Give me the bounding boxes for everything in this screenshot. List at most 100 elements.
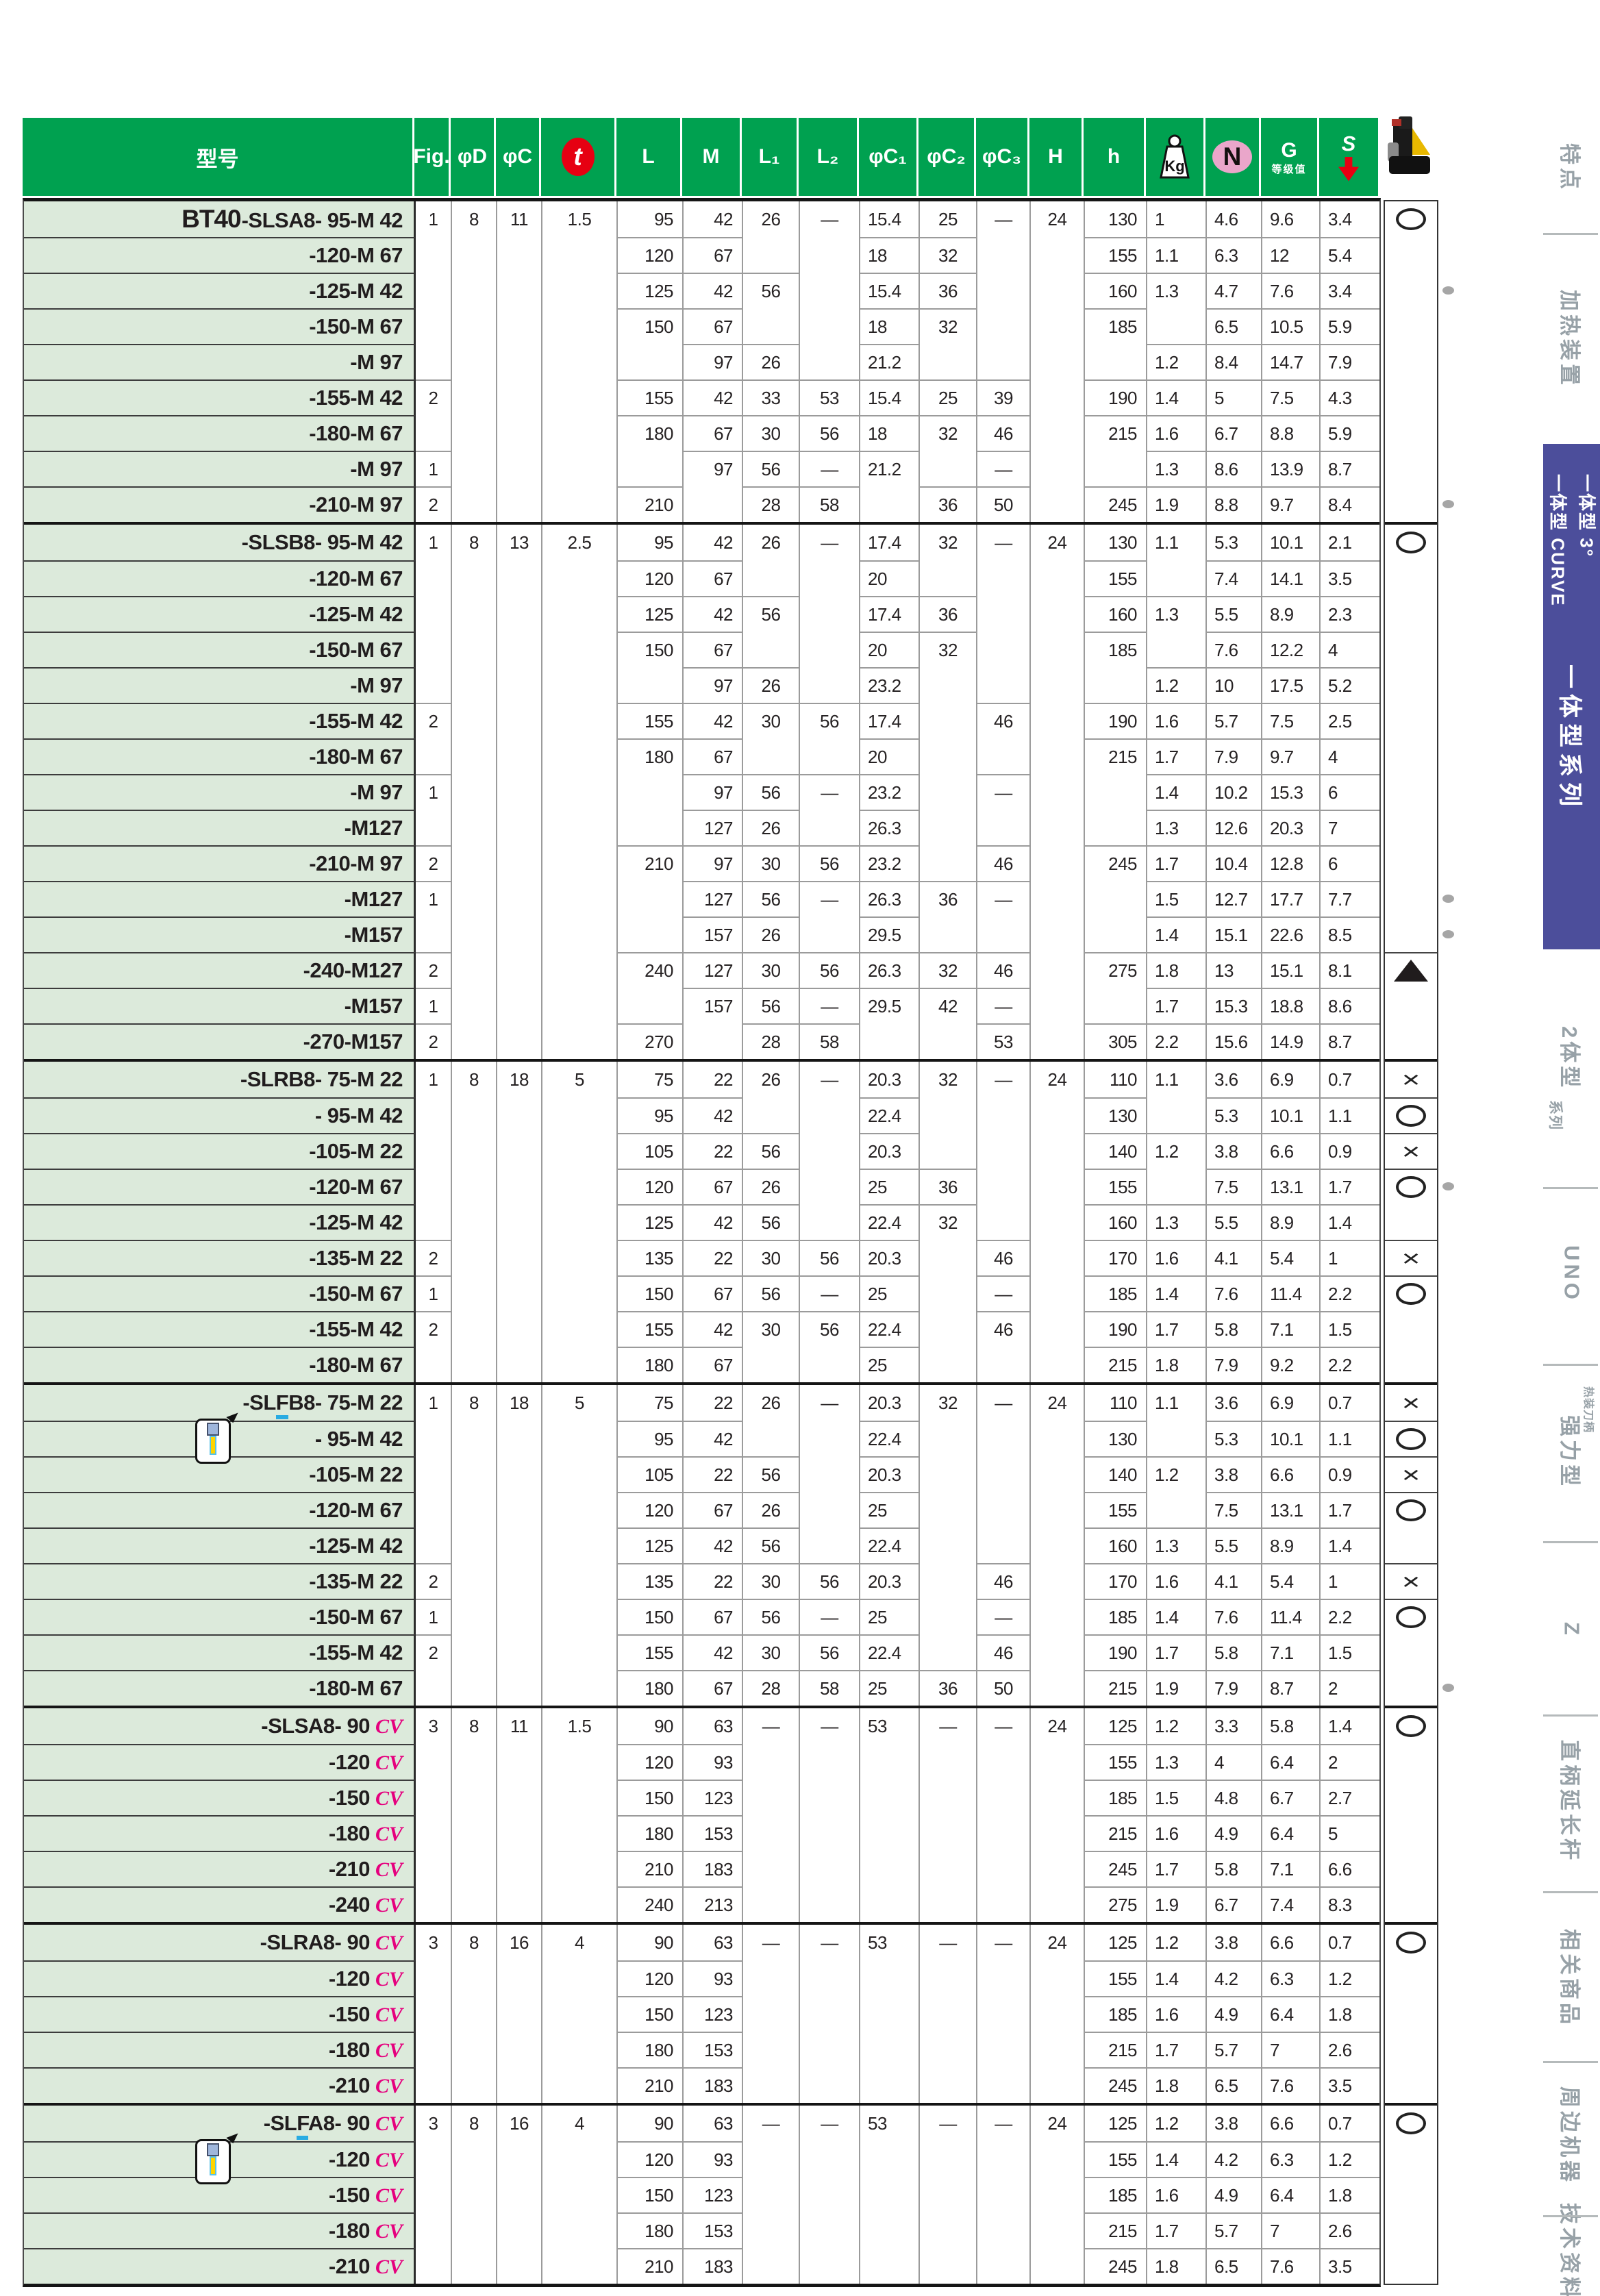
cell-C2 [920, 1023, 977, 1059]
sidebar-tab-1[interactable]: 加热装置 [1558, 290, 1582, 388]
cell-h [1085, 451, 1147, 486]
cell-h: 130 [1085, 201, 1147, 237]
cell-kg: 1 [1147, 201, 1207, 237]
cross-symbol: × [1401, 1066, 1421, 1093]
cell-N: 10.4 [1207, 845, 1262, 881]
margin-dot-icon [1442, 1684, 1454, 1692]
table-row: -105-M 22 105 22 56 20.3 140 1.2 3.8 6.6 0.9 [24, 1456, 1379, 1492]
symbol-cell [1385, 1311, 1437, 1347]
cell-N: 12.7 [1207, 881, 1262, 916]
table-row: -135-M 22 2 135 22 30 56 20.3 46 170 1.6 4.1 5.4 1 [24, 1563, 1379, 1599]
cell-L1 [743, 2141, 800, 2177]
cell-H [1031, 344, 1085, 379]
sidebar-tab-0[interactable]: 特点 [1558, 143, 1582, 192]
cell-N: 3.8 [1207, 1456, 1262, 1492]
margin-dot-icon [1442, 930, 1454, 938]
model-cell: -M 97 [24, 667, 416, 703]
cell-t [542, 379, 618, 415]
cell-L: 240 [618, 952, 684, 988]
cell-C1: 22.4 [860, 1421, 920, 1456]
cell-C1: 53 [860, 2106, 920, 2141]
cell-t [542, 415, 618, 451]
cell-M: 123 [684, 1780, 743, 1815]
cell-L2 [800, 2212, 860, 2248]
cell-kg: 1.7 [1147, 1851, 1207, 1886]
symbol-cell: × [1385, 1240, 1437, 1275]
sidebar-tab-9[interactable]: 周边机器 [1558, 2086, 1582, 2185]
cell-phiD [452, 1133, 497, 1169]
cell-C2 [920, 1133, 977, 1169]
cell-C3: — [977, 1062, 1031, 1097]
cell-fig [416, 2032, 452, 2067]
cell-fig [416, 1204, 452, 1240]
cell-L2: — [800, 451, 860, 486]
circle-symbol [1396, 1176, 1426, 1198]
cell-t [542, 738, 618, 774]
cell-t [542, 2212, 618, 2248]
sidebar-tab-3[interactable]: 系列 2体型 [1547, 1025, 1582, 1130]
symbol-cell [1385, 560, 1437, 596]
cell-t [542, 2067, 618, 2103]
cell-C1: 18 [860, 415, 920, 451]
cell-L1: 56 [743, 1133, 800, 1169]
table-row: -240-M127 2 240 127 30 56 26.3 32 46 275 1.8 13 15.1… [24, 952, 1379, 988]
cell-fig [416, 2177, 452, 2212]
cell-C2 [920, 1347, 977, 1382]
cell-L1 [743, 1851, 800, 1886]
cell-fig: 1 [416, 1599, 452, 1634]
cell-phiC [497, 774, 542, 810]
sidebar-tab-5[interactable]: 热装刀柄 强力型 [1558, 1386, 1594, 1489]
cell-h: 140 [1085, 1133, 1147, 1169]
sidebar-tab-8[interactable]: 相关商品 [1558, 1928, 1582, 2027]
cell-S: 1.4 [1321, 1527, 1379, 1563]
sidebar-tab-4[interactable]: UNO [1560, 1245, 1584, 1303]
cell-L1 [743, 308, 800, 344]
cell-C1 [860, 1886, 920, 1922]
sidebar-tab-active[interactable]: 一体型 3° 一体型 CURVE 一体型系列 [1543, 444, 1600, 949]
cell-kg: 1.1 [1147, 1062, 1207, 1097]
cell-H [1031, 1169, 1085, 1204]
cell-C2 [920, 1960, 977, 1996]
circle-symbol [1396, 1932, 1426, 1954]
cell-C3: 53 [977, 1023, 1031, 1059]
cell-phiD [452, 344, 497, 379]
cell-N: 4.2 [1207, 1960, 1262, 1996]
cell-t [542, 1456, 618, 1492]
cell-S: 8.3 [1321, 1886, 1379, 1922]
cell-kg: 1.3 [1147, 1744, 1207, 1780]
cell-fig [416, 2212, 452, 2248]
cell-phiC [497, 1311, 542, 1347]
table-row: -M 97 97 26 23.2 1.2 10 17.5 5.2 [24, 667, 1379, 703]
cell-h: 190 [1085, 1634, 1147, 1670]
cell-L1: 56 [743, 1456, 800, 1492]
model-cell: -180 CV [24, 2212, 416, 2248]
cell-C2 [920, 1599, 977, 1634]
cell-phiC [497, 703, 542, 738]
cell-h: 190 [1085, 379, 1147, 415]
cell-G: 13.9 [1262, 451, 1321, 486]
cell-t [542, 451, 618, 486]
cell-C2: 36 [920, 273, 977, 308]
header-model: 型号 [23, 118, 414, 196]
cell-fig [416, 1744, 452, 1780]
cell-L2: — [800, 201, 860, 237]
cell-t [542, 596, 618, 632]
model-cell: BT40-SLSA8- 95-M 42 [24, 201, 416, 237]
sidebar-tab-10[interactable]: 技术资料 [1558, 2202, 1582, 2296]
cell-G: 6.9 [1262, 1062, 1321, 1097]
symbol-cell [1385, 273, 1437, 308]
cell-G: 6.4 [1262, 1744, 1321, 1780]
sidebar-tab-6[interactable]: Z [1560, 1622, 1584, 1638]
cell-H [1031, 988, 1085, 1023]
cell-t [542, 344, 618, 379]
cell-phiD [452, 1960, 497, 1996]
cell-L: 75 [618, 1385, 684, 1421]
cell-phiD [452, 560, 497, 596]
cell-h: 155 [1085, 1744, 1147, 1780]
cell-kg [1147, 1169, 1207, 1204]
sidebar-tab-7[interactable]: 直柄延长杆 [1558, 1740, 1582, 1863]
cell-phiC [497, 1133, 542, 1169]
cell-M: 67 [684, 560, 743, 596]
symbol-cell [1385, 1204, 1437, 1240]
table-row: -M157 1 157 56—29.5 42—1.7 15.3 18.8 8.6 [24, 988, 1379, 1023]
